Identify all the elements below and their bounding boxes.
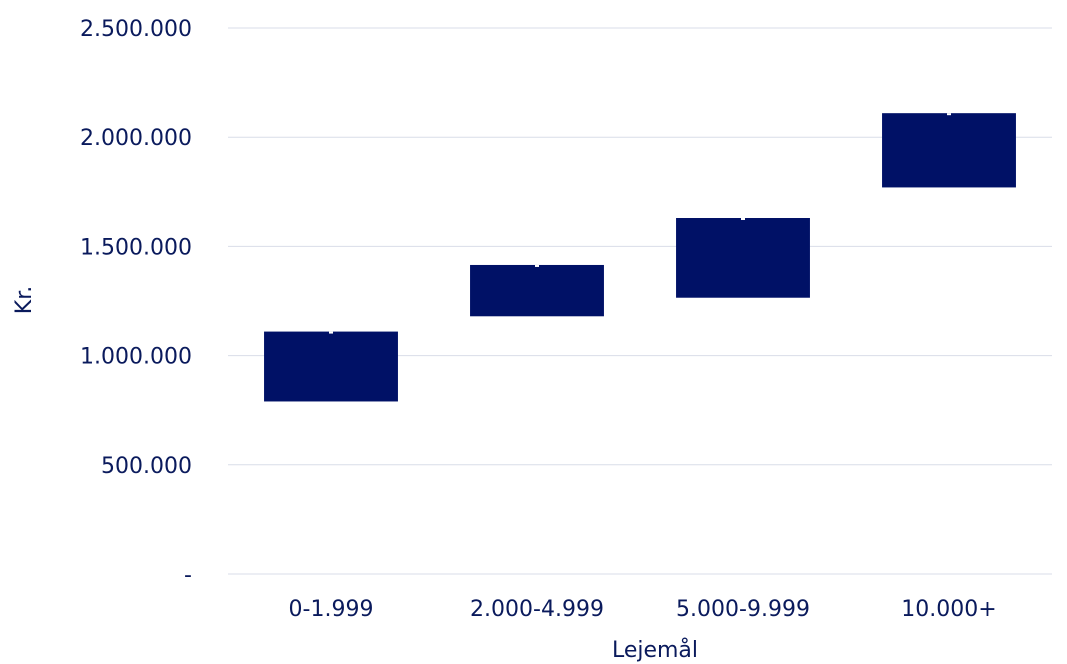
x-tick-label: 0-1.999 [289,597,374,622]
range-bar-top-marker [329,331,333,334]
x-tick-label: 10.000+ [901,597,996,622]
y-tick-label: 2.500.000 [80,17,192,42]
x-tick-label: 5.000-9.999 [676,597,810,622]
y-tick-label: 500.000 [101,454,192,479]
y-tick-label: 2.000.000 [80,126,192,151]
range-bar-top-marker [947,113,951,116]
range-bar [676,218,810,298]
range-bar [882,113,1016,188]
y-tick-label: 1.000.000 [80,345,192,370]
range-bar [264,331,398,402]
range-bar-top-marker [535,264,539,267]
y-tick-label: - [184,563,192,588]
range-bar [470,264,604,317]
y-axis-title: Kr. [12,286,37,314]
x-tick-label: 2.000-4.999 [470,597,604,622]
range-bars [264,113,1016,402]
x-axis-title: Lejemål [612,637,698,663]
grid-lines [228,27,1052,575]
x-axis-tick-labels: 0-1.999 2.000-4.999 5.000-9.999 10.000+ [289,597,997,622]
y-tick-label: 1.500.000 [80,235,192,260]
y-axis-tick-labels: - 500.000 1.000.000 1.500.000 2.000.000 2.500… [80,17,192,588]
range-bar-top-marker [741,218,745,221]
